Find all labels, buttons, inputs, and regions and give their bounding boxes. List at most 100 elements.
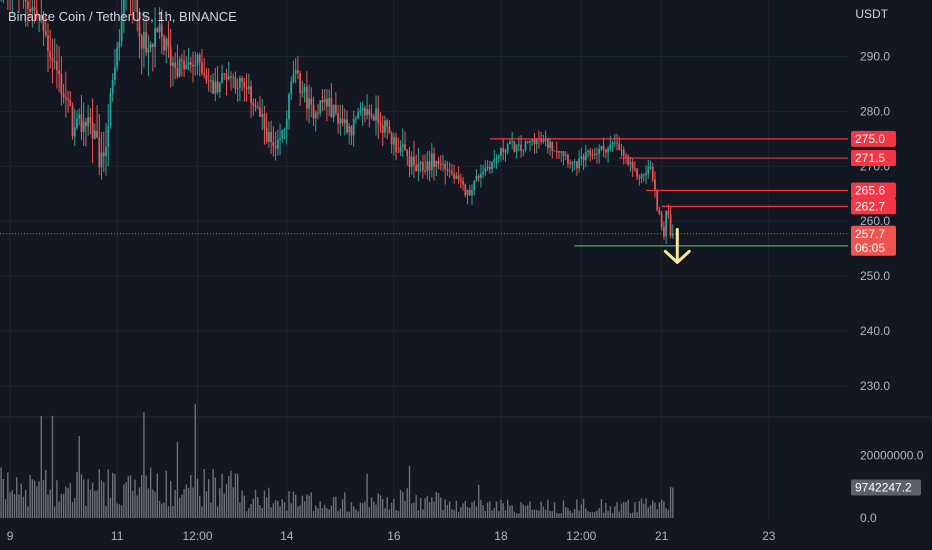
candle-body (147, 48, 150, 53)
candle-body (158, 24, 161, 32)
volume-bar (518, 513, 520, 518)
volume-bar (419, 497, 422, 518)
candle-body (330, 98, 333, 117)
candle-body (281, 130, 284, 139)
volume-bar (272, 503, 275, 518)
candle-body (573, 161, 576, 163)
candle-body (303, 87, 306, 92)
volume-bar (111, 472, 114, 518)
volume-bar (161, 503, 163, 518)
volume-bar (16, 477, 18, 518)
candle-body (252, 103, 255, 106)
candle-body (430, 153, 433, 171)
price-tick-label: 280.0 (860, 104, 890, 118)
volume-bar (457, 511, 460, 518)
candle-body (448, 170, 451, 172)
volume-bar (448, 501, 451, 518)
volume-bar (239, 502, 241, 518)
volume-bar (78, 436, 80, 518)
candle-body (154, 28, 156, 48)
volume-bar (281, 499, 283, 518)
candle-body (47, 35, 49, 51)
candle-body (172, 62, 174, 66)
volume-bar (9, 492, 11, 518)
volume-bar (605, 502, 607, 518)
volume-bar (473, 500, 475, 518)
volume-bar (431, 497, 433, 518)
volume-bar (437, 493, 440, 518)
candle-body (640, 174, 643, 179)
candle-body (334, 104, 337, 113)
candle-body (509, 141, 511, 145)
candle-body (305, 87, 308, 109)
candle-body (225, 74, 228, 80)
candle-body (671, 233, 674, 236)
candle-body (294, 70, 297, 75)
volume-bar (259, 505, 261, 518)
volume-bar (493, 507, 495, 518)
volume-bar (221, 473, 223, 518)
volume-tick-label: 0.0 (860, 511, 877, 525)
volume-bar (341, 499, 344, 518)
time-tick-label: 18 (494, 529, 508, 543)
price-tick-label: 260.0 (860, 214, 890, 228)
candle-body (40, 15, 43, 17)
volume-bar (134, 479, 136, 518)
volume-bar (444, 499, 446, 518)
volume-bar (582, 498, 585, 518)
volume-bar (290, 503, 292, 518)
candle-body (276, 140, 279, 149)
volume-bar (477, 484, 480, 518)
candle-body (71, 106, 74, 137)
volume-bar (500, 499, 502, 518)
price-tick-label: 230.0 (860, 379, 890, 393)
volume-bar (223, 493, 225, 518)
candle-body (390, 133, 393, 145)
candle-body (165, 38, 168, 51)
candle-body (317, 112, 319, 114)
candle-body (53, 61, 56, 63)
candle-body (136, 0, 139, 13)
time-tick-label: 23 (762, 529, 776, 543)
candle-body (355, 118, 357, 120)
candle-body (497, 155, 500, 159)
volume-bar (321, 507, 324, 518)
time-tick-label: 12:00 (566, 529, 596, 543)
time-tick-label: 14 (280, 529, 294, 543)
candle-body (176, 68, 179, 77)
candle-body (241, 78, 244, 82)
volume-bar (580, 504, 583, 518)
volume-bar (288, 491, 290, 518)
candle-body (56, 61, 58, 71)
volume-bar (623, 501, 625, 518)
volume-bar (498, 511, 500, 518)
candle-body (116, 47, 119, 68)
volume-bar (123, 484, 125, 518)
candle-body (571, 162, 574, 164)
candle-body (625, 155, 627, 157)
volume-bar (406, 488, 408, 518)
volume-bar (355, 509, 357, 518)
volume-bar (149, 467, 152, 518)
candle-body (638, 177, 641, 179)
candle-body (453, 173, 456, 179)
volume-bar (116, 503, 118, 518)
volume-bar (33, 480, 36, 518)
volume-bar (556, 512, 558, 518)
candle-body (533, 139, 536, 145)
candle-body (212, 80, 215, 94)
volume-bar (348, 511, 350, 518)
candle-body (484, 168, 487, 173)
candle-body (587, 150, 589, 153)
volume-bar (2, 478, 5, 518)
volume-bar (127, 476, 130, 518)
candle-body (410, 156, 413, 168)
candle-body (185, 64, 188, 70)
candle-body (38, 15, 40, 17)
candle-body (381, 125, 384, 133)
volume-bar (31, 479, 34, 518)
candle-body (254, 105, 257, 107)
candle-body (247, 86, 250, 90)
volume-bar (279, 506, 281, 518)
